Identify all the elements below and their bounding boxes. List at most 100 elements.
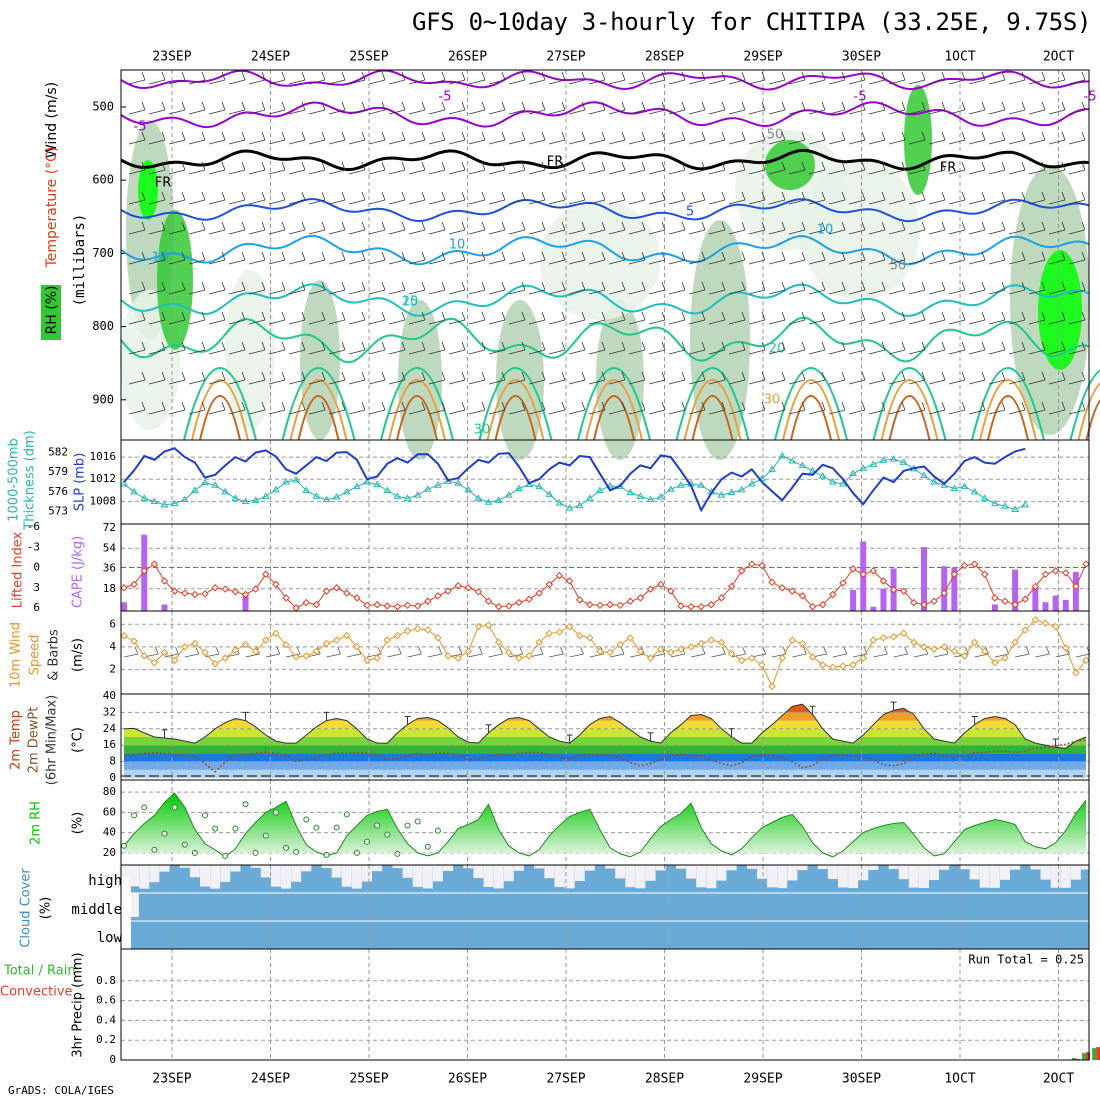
thickness-point bbox=[960, 482, 969, 490]
wind-speed-line bbox=[123, 619, 1087, 688]
wind-speed-point bbox=[160, 648, 169, 657]
contour-warm-arch bbox=[880, 379, 939, 441]
pressure-tick: 600 bbox=[92, 173, 114, 187]
wind-barb bbox=[528, 281, 546, 295]
thickness-point bbox=[1021, 500, 1030, 508]
wind-barb bbox=[468, 311, 486, 325]
wind10-barb bbox=[609, 646, 625, 658]
lifted-index-point bbox=[920, 600, 928, 609]
wind-barb bbox=[468, 71, 486, 85]
wind-barb bbox=[828, 71, 846, 85]
wind-barb bbox=[248, 161, 266, 175]
lifted-index-point bbox=[262, 570, 270, 578]
wind-barb bbox=[348, 221, 366, 235]
wind-barb bbox=[488, 131, 506, 145]
wind-barb bbox=[448, 281, 466, 295]
wind-speed-point bbox=[403, 627, 412, 635]
lifted-index-point bbox=[393, 602, 402, 611]
wind-barb bbox=[988, 341, 1006, 355]
cloud-high-gap bbox=[827, 865, 838, 880]
wind-speed-point bbox=[748, 654, 756, 662]
wind-barb bbox=[308, 281, 326, 295]
cloud-high-gap bbox=[939, 865, 950, 870]
lifted-index-point bbox=[829, 590, 837, 599]
wind-barb bbox=[208, 251, 226, 265]
wind-barb bbox=[508, 131, 526, 145]
wind-barb bbox=[668, 221, 686, 235]
rh-point bbox=[384, 831, 391, 838]
cape-bar bbox=[242, 595, 249, 611]
wind-barb bbox=[488, 281, 506, 295]
wind-barb bbox=[468, 191, 486, 205]
wind10-barb bbox=[751, 646, 767, 658]
contour-label: -5 bbox=[439, 90, 452, 105]
wind-barb bbox=[368, 401, 386, 415]
wind-barb bbox=[168, 371, 186, 385]
wind-barb bbox=[388, 101, 406, 115]
wind-barb bbox=[828, 341, 846, 355]
rh-shading bbox=[138, 160, 158, 220]
wind-speed-point bbox=[575, 631, 584, 640]
lifted-index-point bbox=[970, 560, 979, 568]
lifted-index-point bbox=[555, 571, 564, 580]
thickness-point bbox=[990, 499, 999, 507]
wind-barb bbox=[948, 281, 966, 295]
wind-speed-point bbox=[778, 654, 786, 662]
wind-barb bbox=[848, 221, 866, 235]
wind-barb bbox=[588, 161, 606, 175]
lifted-index-point bbox=[778, 584, 786, 592]
wind10-barb bbox=[204, 646, 220, 658]
wind-barb bbox=[1028, 371, 1046, 385]
label-lifted-index: Lifted Index bbox=[11, 531, 26, 608]
label-minmax: (6hr Min/Max) bbox=[45, 695, 60, 785]
wind-barb bbox=[368, 311, 386, 325]
li-tick: -3 bbox=[27, 540, 40, 553]
wind-barb bbox=[168, 251, 186, 265]
lifted-index-point bbox=[191, 590, 199, 599]
wind-barb bbox=[328, 161, 346, 175]
wind10-barb bbox=[488, 646, 503, 658]
wind-barb bbox=[728, 251, 746, 265]
wind-barb bbox=[728, 101, 746, 115]
wind-speed-point bbox=[262, 636, 270, 644]
wind-speed-point bbox=[292, 653, 300, 661]
lifted-index-point bbox=[900, 587, 908, 595]
contour-5 bbox=[120, 198, 1090, 223]
wind-barb bbox=[1008, 191, 1026, 205]
wind-barb bbox=[628, 401, 646, 415]
wind-speed-point bbox=[241, 640, 250, 649]
wind-barb bbox=[508, 401, 526, 415]
wind-speed-point bbox=[930, 645, 938, 653]
wind10-barb bbox=[508, 646, 524, 658]
wind-barb bbox=[548, 101, 566, 115]
rh-point bbox=[414, 818, 421, 825]
wind-barb bbox=[1028, 341, 1046, 355]
thickness-point bbox=[363, 478, 371, 485]
label-wind-units: (m/s) bbox=[71, 638, 86, 672]
lifted-index-point bbox=[302, 598, 310, 607]
wind-barb bbox=[708, 71, 726, 85]
rh-shading bbox=[540, 200, 660, 320]
wind-barb bbox=[928, 101, 946, 115]
wind-barb bbox=[948, 341, 966, 355]
wind-barb bbox=[268, 371, 286, 385]
cape-bar bbox=[1052, 595, 1059, 611]
lifted-index-point bbox=[910, 598, 918, 607]
wind-barb bbox=[1008, 71, 1026, 85]
wind-barb bbox=[508, 281, 526, 295]
wind10-barb bbox=[164, 646, 179, 658]
cloud-high-gap bbox=[372, 865, 383, 872]
slp-tick: 1012 bbox=[90, 472, 117, 485]
wind-speed-point bbox=[535, 638, 543, 647]
wind-barb bbox=[328, 341, 346, 355]
thickness-point bbox=[849, 469, 857, 476]
wind-barb bbox=[808, 401, 826, 415]
cape-tick: 72 bbox=[103, 521, 116, 534]
cloud-high-gap bbox=[189, 865, 200, 878]
contour-10 bbox=[120, 235, 1090, 266]
rh-shading bbox=[904, 85, 932, 195]
wind-barb bbox=[148, 71, 166, 85]
wind-barb bbox=[128, 71, 146, 85]
wind-barb bbox=[948, 371, 966, 385]
cloud-level-label: low bbox=[97, 930, 123, 946]
